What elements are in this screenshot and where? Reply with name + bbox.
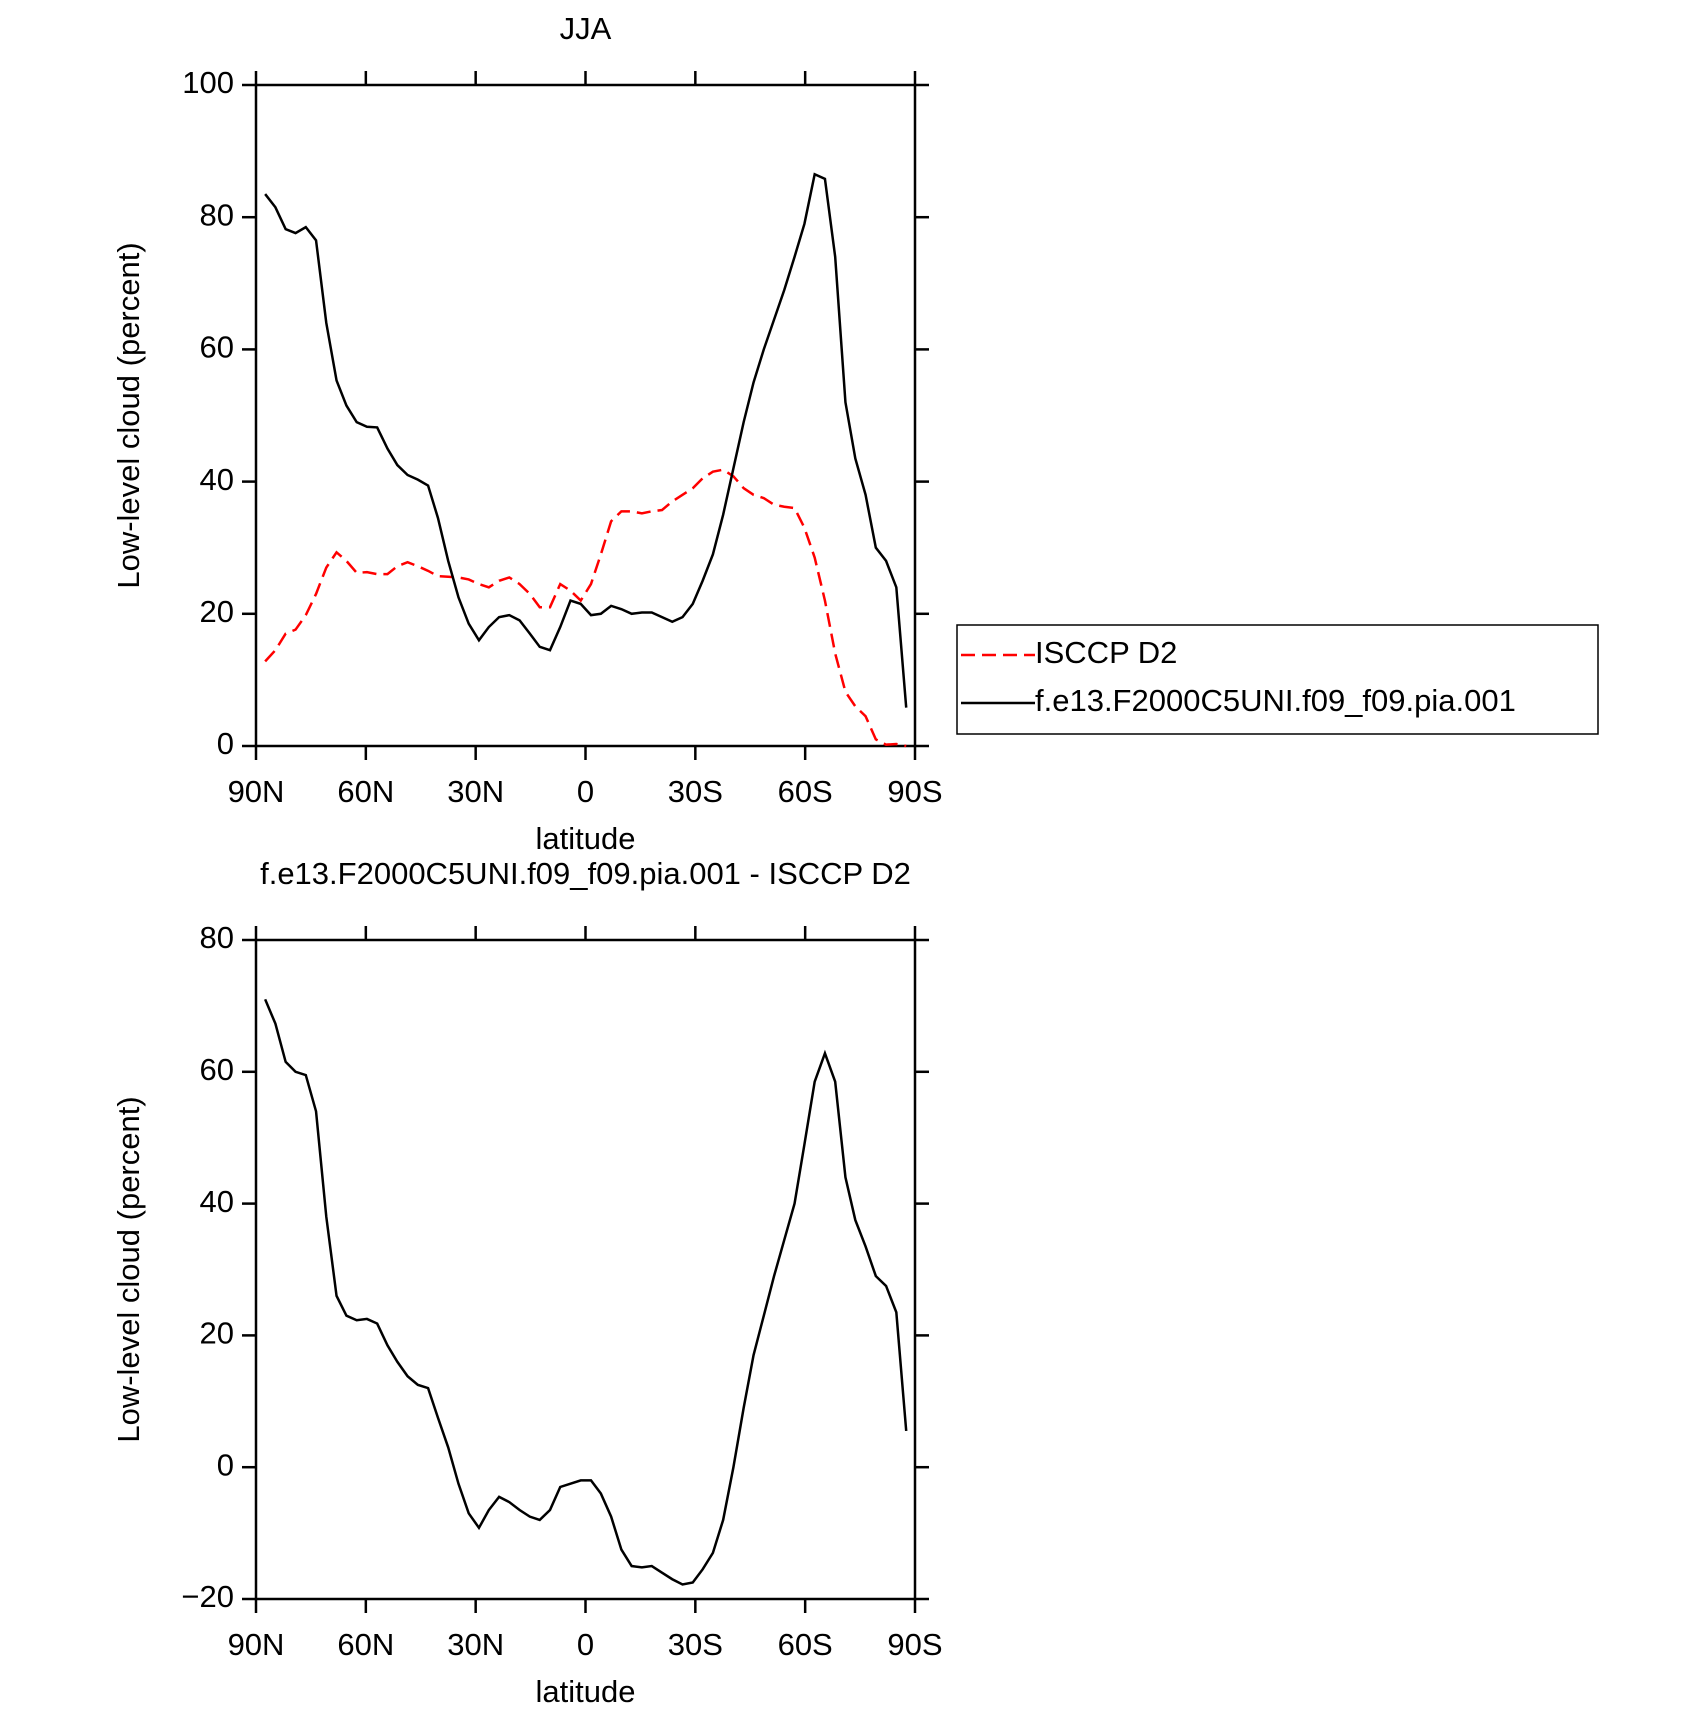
y-tick-label: 20 — [200, 1316, 234, 1351]
y-tick-label: 80 — [200, 920, 234, 955]
y-tick-label: −20 — [181, 1579, 234, 1614]
y-tick-label: 100 — [182, 65, 234, 100]
chart-title: JJA — [560, 11, 612, 46]
x-tick-label: 60N — [337, 1627, 394, 1662]
x-tick-label: 0 — [577, 1627, 594, 1662]
chart-title: f.e13.F2000C5UNI.f09_f09.pia.001 - ISCCP… — [260, 856, 911, 891]
plot-frame — [254, 83, 917, 748]
legend-box — [956, 624, 1599, 735]
x-tick-label: 30S — [668, 774, 723, 809]
series-line — [264, 172, 908, 708]
x-tick-label: 90N — [228, 1627, 285, 1662]
x-axis-label: latitude — [536, 1674, 636, 1709]
y-tick-label: 40 — [200, 1184, 234, 1219]
y-tick-label: 20 — [200, 594, 234, 629]
y-tick-label: 60 — [200, 330, 234, 365]
legend-label: ISCCP D2 — [1035, 635, 1177, 670]
y-tick-label: 60 — [200, 1052, 234, 1087]
series-line — [264, 468, 907, 748]
plot-frame — [254, 938, 917, 1601]
x-tick-label: 30N — [447, 1627, 504, 1662]
y-tick-label: 40 — [200, 462, 234, 497]
x-tick-label: 30N — [447, 774, 504, 809]
y-axis-label: Low-level cloud (percent) — [111, 242, 146, 588]
series-line — [264, 998, 908, 1586]
x-tick-label: 90S — [887, 774, 942, 809]
x-tick-label: 0 — [577, 774, 594, 809]
x-tick-label: 60S — [778, 1627, 833, 1662]
y-axis-label: Low-level cloud (percent) — [111, 1096, 146, 1442]
x-tick-label: 60S — [778, 774, 833, 809]
y-tick-label: 0 — [217, 726, 234, 761]
x-axis-label: latitude — [536, 821, 636, 856]
legend-label: f.e13.F2000C5UNI.f09_f09.pia.001 — [1035, 683, 1516, 718]
x-tick-label: 90N — [228, 774, 285, 809]
y-tick-label: 0 — [217, 1447, 234, 1482]
x-tick-label: 60N — [337, 774, 394, 809]
x-tick-label: 90S — [887, 1627, 942, 1662]
y-tick-label: 80 — [200, 197, 234, 232]
x-tick-label: 30S — [668, 1627, 723, 1662]
